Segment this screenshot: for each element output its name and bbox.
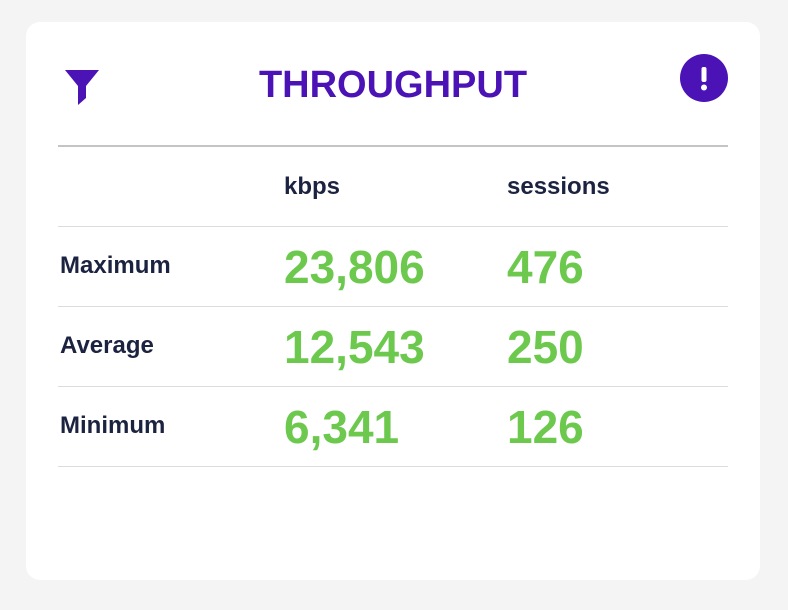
metric-value: 23,806 <box>284 241 425 293</box>
row-divider <box>58 466 728 467</box>
row-label: Maximum <box>60 252 171 279</box>
row-divider <box>58 226 728 227</box>
column-header: kbps <box>284 173 341 200</box>
throughput-card: THROUGHPUT kbps sessions Maximum 23,806 476 A… <box>26 22 760 580</box>
row-divider <box>58 306 728 307</box>
metric-value: 6,341 <box>284 401 400 453</box>
row-label: Minimum <box>60 412 166 439</box>
row-divider <box>58 386 728 387</box>
alert-icon[interactable] <box>680 54 728 102</box>
metric-value: 476 <box>507 241 584 293</box>
metric-value: 126 <box>507 401 584 453</box>
filter-icon[interactable] <box>64 68 102 108</box>
divider <box>58 145 728 147</box>
card-title: THROUGHPUT <box>258 64 528 106</box>
metric-value: 12,543 <box>284 321 425 373</box>
column-header: sessions <box>507 173 610 200</box>
row-label: Average <box>60 332 154 359</box>
metric-value: 250 <box>507 321 584 373</box>
